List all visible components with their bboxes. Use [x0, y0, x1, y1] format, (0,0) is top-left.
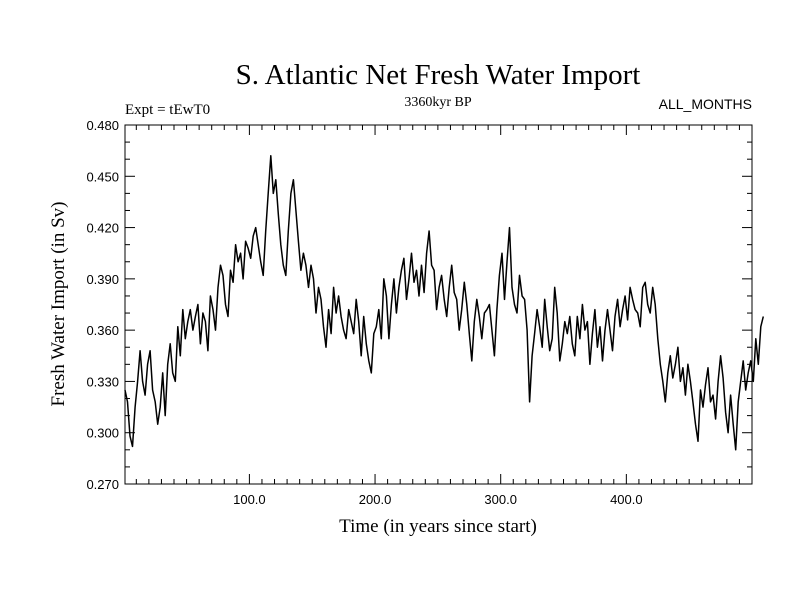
y-tick-label: 0.390 [86, 272, 119, 287]
subtitle-months: ALL_MONTHS [659, 96, 752, 112]
subtitle-expt: Expt = tEwT0 [125, 102, 210, 118]
y-tick-label: 0.300 [86, 426, 119, 441]
x-axis-label: Time (in years since start) [339, 516, 537, 537]
y-tick-label: 0.360 [86, 323, 119, 338]
x-tick-label: 400.0 [610, 492, 643, 507]
chart-title: S. Atlantic Net Fresh Water Import [236, 59, 641, 91]
y-tick-label: 0.330 [86, 374, 119, 389]
x-tick-label: 100.0 [233, 492, 266, 507]
y-tick-label: 0.480 [86, 118, 119, 133]
axis-ticks [125, 125, 752, 484]
x-tick-label: 300.0 [484, 492, 517, 507]
axis-tick-labels: 100.0 200.0 300.0 400.0 0.270 0.300 0.330 0.360… [86, 118, 642, 507]
series-line [124, 155, 765, 451]
series-group [124, 155, 765, 451]
y-tick-label: 0.450 [86, 169, 119, 184]
y-axis-label: Fresh Water Import (in Sv) [48, 202, 69, 407]
plot-frame [124, 124, 753, 485]
plot-area [124, 124, 753, 485]
subtitle-period: 3360kyr BP [404, 95, 472, 110]
y-tick-label: 0.270 [86, 477, 119, 492]
x-tick-label: 200.0 [359, 492, 392, 507]
y-tick-label: 0.420 [86, 221, 119, 236]
